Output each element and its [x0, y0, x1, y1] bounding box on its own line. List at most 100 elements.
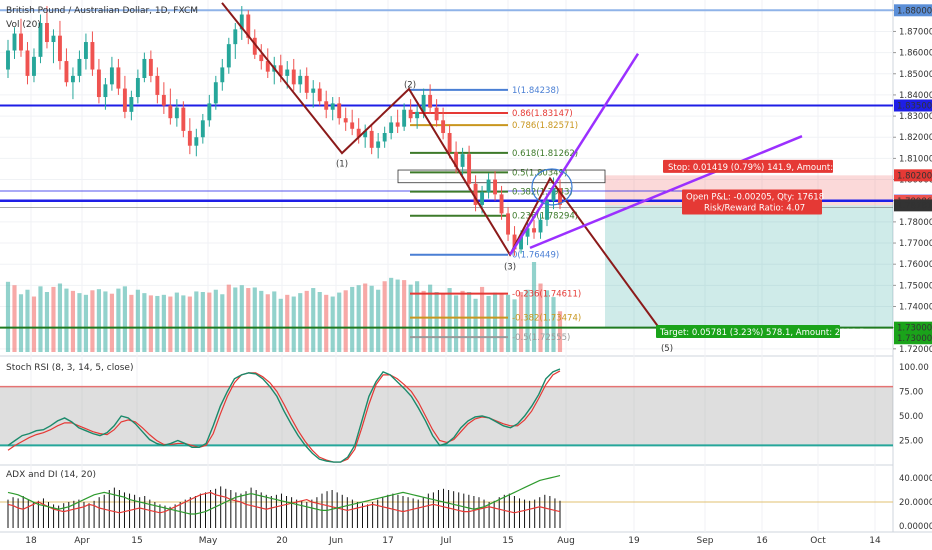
candle-body: [285, 69, 290, 76]
volume-bar: [544, 290, 550, 352]
y-tick-label: 1.78000: [899, 218, 932, 228]
volume-bar: [220, 294, 225, 352]
candle-body: [32, 56, 36, 76]
volume-bar: [330, 296, 335, 352]
stoch-y-label: 25.00: [899, 437, 923, 447]
candle-body: [525, 228, 530, 237]
target-label-box: [656, 324, 840, 338]
volume-bar: [291, 296, 296, 352]
candle-body: [389, 122, 394, 134]
stoch-y-label: 75.00: [899, 388, 923, 398]
volume-bar: [168, 296, 173, 352]
stop-label: Stop: 0.01419 (0.79%) 141.9, Amount: 750: [668, 163, 852, 173]
candle-body: [148, 58, 153, 76]
risk-reward-label: Risk/Reward Ratio: 4.07: [704, 204, 805, 214]
volume-bar: [213, 289, 218, 352]
stoch-rsi-title: Stoch RSI (8, 3, 14, 5, close): [6, 363, 133, 373]
volume-bar: [265, 294, 270, 352]
candle-body: [213, 82, 218, 104]
price-tag: [894, 332, 932, 345]
volume-bar: [142, 293, 147, 352]
volume-bar: [434, 292, 439, 352]
volume-bar: [161, 294, 166, 352]
volume-bar: [395, 279, 400, 352]
fib-level-label: 1(1.84238): [512, 86, 559, 96]
candle-body: [434, 107, 439, 121]
candle-body: [350, 122, 355, 129]
volume-bar: [70, 290, 76, 352]
candle-body: [343, 118, 348, 123]
volume-bar: [51, 286, 56, 352]
volume-bar: [155, 295, 160, 352]
volume-bar: [356, 285, 361, 352]
candle-body: [19, 33, 23, 51]
volume-bar: [538, 283, 543, 352]
volume-bar: [18, 294, 24, 352]
candle-body: [363, 130, 368, 138]
candle-body: [421, 94, 426, 112]
x-tick-label: Sep: [697, 536, 714, 546]
volume-bar: [473, 298, 478, 352]
target-label: Target: 0.05781 (3.23%) 578.1, Amount: 2…: [659, 328, 865, 338]
stop-label-box: [663, 159, 833, 173]
price-tag-label: 1.83500: [897, 102, 932, 112]
volume-bar: [492, 292, 498, 352]
volume-bar: [518, 292, 524, 352]
x-tick-label: 15: [502, 536, 513, 546]
candle-body: [12, 33, 17, 51]
volume-bar: [454, 295, 459, 352]
volume-bar: [122, 286, 127, 352]
candle-body: [382, 133, 387, 142]
price-tag-label: 1.78781: [897, 201, 932, 211]
price-tag-label: 1.73000: [897, 324, 932, 334]
volume-bar: [447, 288, 452, 352]
volume-bar: [272, 291, 277, 352]
volume-bar: [252, 287, 257, 352]
volume-bar: [12, 285, 17, 352]
candle-body: [246, 14, 251, 38]
candle-body: [506, 213, 510, 235]
x-tick-label: 19: [628, 536, 640, 546]
volume-bar: [389, 277, 394, 352]
volume-bar: [226, 284, 231, 352]
candle-body: [415, 111, 420, 119]
volume-bar: [376, 289, 381, 352]
candle-body: [304, 75, 309, 93]
candle-body: [473, 183, 478, 205]
candle-body: [551, 188, 556, 201]
volume-bar: [239, 285, 244, 352]
volume-bar: [83, 294, 89, 352]
volume-bar: [505, 294, 511, 352]
x-tick-label: Oct: [810, 536, 826, 546]
candle-body: [558, 188, 562, 205]
volume-bar: [129, 294, 134, 352]
stoch-d-line: [7, 370, 561, 463]
volume-bar: [363, 283, 368, 352]
x-tick-label: 17: [382, 536, 393, 546]
x-tick-label: 20: [276, 536, 288, 546]
candles: [6, 6, 562, 256]
candle-body: [6, 50, 10, 70]
volume-bar: [531, 262, 537, 352]
volume-bar: [135, 289, 140, 352]
candle-body: [77, 58, 82, 76]
elliott-wave-path: [221, 2, 663, 333]
candle-body: [122, 88, 127, 112]
y-tick-label: 1.77000: [899, 239, 932, 249]
candle-body: [447, 133, 452, 153]
fib-level-label: 0.86(1.83147): [512, 109, 573, 119]
wave-label: (3): [504, 262, 516, 272]
candle-body: [356, 128, 361, 138]
x-tick-label: Apr: [74, 536, 90, 546]
x-tick-label: 18: [25, 536, 37, 546]
volume-bar: [350, 286, 355, 352]
candle-body: [493, 179, 498, 195]
candle-body: [25, 50, 30, 76]
candle-body: [161, 94, 166, 106]
volume-bar: [512, 299, 517, 352]
wave-label: (5): [661, 344, 673, 354]
y-tick-label: 1.86000: [899, 49, 932, 59]
candle-body: [207, 103, 212, 121]
candle-body: [155, 75, 160, 95]
